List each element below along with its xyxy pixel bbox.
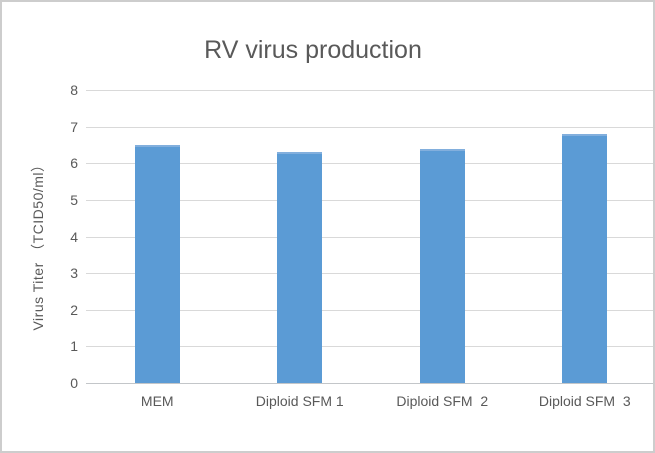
y-tick-label: 8 xyxy=(70,82,78,98)
gridline xyxy=(86,236,653,238)
bar xyxy=(134,144,180,383)
y-tick-label: 0 xyxy=(70,375,78,391)
plot-area xyxy=(86,90,653,384)
x-axis-line xyxy=(86,383,653,384)
y-tick-label: 3 xyxy=(70,265,78,282)
y-tick-label: 4 xyxy=(70,228,78,245)
bar xyxy=(419,148,465,383)
x-axis-category-label: Diploid SFM 3 xyxy=(538,393,631,409)
y-tick-label: 7 xyxy=(70,118,78,135)
gridline xyxy=(86,90,653,91)
x-axis-category-label: Diploid SFM 1 xyxy=(255,393,344,409)
gridline xyxy=(86,273,653,275)
gridline xyxy=(86,126,653,128)
bar xyxy=(277,152,323,383)
x-axis-labels: MEM Diploid SFM 1 Diploid SFM 2 Diploid SFM… xyxy=(86,393,653,415)
y-tick-label: 2 xyxy=(70,301,78,318)
bar xyxy=(562,133,608,383)
gridline xyxy=(86,309,653,311)
gridline xyxy=(86,199,653,201)
chart-title: RV virus production xyxy=(204,36,422,64)
gridline xyxy=(86,163,653,165)
x-axis-category-label: MEM xyxy=(140,393,174,409)
x-axis-category-label: Diploid SFM 2 xyxy=(396,393,489,409)
y-tick-label: 6 xyxy=(70,155,78,172)
y-tick-label: 5 xyxy=(70,191,78,208)
y-tick-label: 1 xyxy=(70,338,78,355)
gridline xyxy=(86,346,653,348)
